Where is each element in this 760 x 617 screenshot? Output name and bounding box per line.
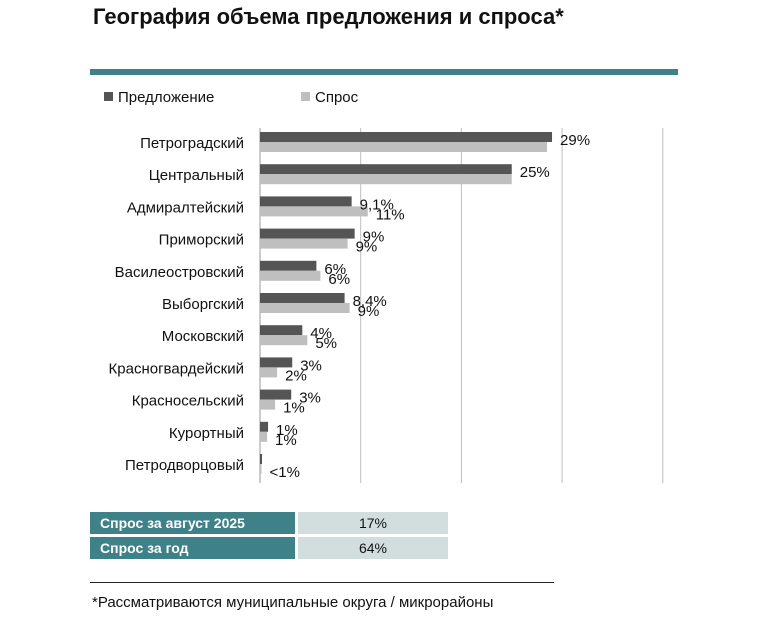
offer-bar (260, 228, 355, 239)
legend-label: Предложение (118, 89, 214, 106)
data-label: 6% (328, 271, 350, 288)
data-label: 8,4% (353, 293, 387, 310)
demand-bar (260, 174, 512, 185)
data-label: 9,1% (360, 196, 394, 213)
offer-bar (260, 325, 303, 336)
bar-chart: Предложение Спрос Петроградский 29% Централ… (104, 89, 664, 483)
data-label: 25% (520, 164, 550, 181)
summary-row: Спрос за август 2025 17% (90, 512, 448, 534)
summary-value: 64% (298, 537, 448, 559)
offer-bar (260, 132, 553, 142)
category-label: Курортный (169, 425, 244, 442)
category-label: Приморский (159, 232, 244, 249)
category-label: Адмиралтейский (127, 199, 244, 216)
demand-bar (260, 270, 321, 281)
offer-bar (260, 260, 317, 271)
data-label: 3% (300, 357, 322, 374)
data-label: 11% (376, 206, 405, 223)
category-label: Выборгский (162, 296, 244, 313)
demand-bar (260, 303, 350, 313)
data-label: 2% (285, 367, 307, 384)
demand-bar (260, 399, 276, 410)
footnote-rule (90, 582, 554, 583)
title-rule (90, 69, 678, 75)
labels: Петроградский 29% Центральный 25% Адмиралтей… (109, 132, 591, 481)
data-label: 6% (324, 261, 346, 278)
summary-row: Спрос за год 64% (90, 537, 448, 559)
data-label: 29% (560, 132, 590, 149)
data-label: 9% (358, 303, 380, 320)
offer-bar (260, 196, 352, 207)
offer-bar (260, 454, 263, 464)
data-label: 9% (356, 239, 378, 256)
summary-label: Спрос за август 2025 (90, 512, 295, 534)
summary-value: 17% (298, 512, 448, 534)
data-label: 1% (275, 432, 297, 449)
demand-bar (260, 335, 308, 346)
category-label: Петроградский (140, 135, 244, 152)
bars (260, 132, 553, 474)
data-label: 1% (276, 422, 298, 439)
offer-bar (260, 389, 292, 400)
data-label: 5% (315, 335, 337, 352)
offer-bar (260, 357, 293, 368)
category-label: Московский (162, 328, 244, 345)
offer-bar (260, 293, 345, 303)
footnote: *Рассматриваются муниципальные округа / … (92, 594, 494, 611)
data-label: 3% (299, 390, 321, 407)
category-label: Красносельский (132, 393, 244, 410)
legend-swatch (104, 92, 113, 101)
summary-label: Спрос за год (90, 537, 295, 559)
category-label: Петродворцовый (125, 457, 244, 474)
demand-bar (260, 464, 262, 474)
legend: Предложение Спрос (104, 89, 359, 106)
category-label: Красногвардейский (109, 360, 244, 377)
category-label: Василеостровский (115, 264, 244, 281)
legend-label: Спрос (315, 89, 359, 106)
offer-bar (260, 421, 269, 432)
category-label: Центральный (149, 167, 244, 184)
legend-swatch (301, 92, 310, 101)
offer-bar (260, 164, 512, 175)
demand-bar (260, 238, 348, 249)
demand-bar (260, 367, 278, 378)
data-label: 9% (363, 229, 385, 246)
chart-title: География объема предложения и спроса* (93, 4, 564, 29)
demand-bar (260, 206, 368, 217)
data-label: 1% (283, 400, 305, 417)
demand-bar (260, 142, 547, 152)
data-label: 4% (310, 325, 332, 342)
demand-bar (260, 431, 268, 442)
data-label: <1% (270, 464, 300, 481)
